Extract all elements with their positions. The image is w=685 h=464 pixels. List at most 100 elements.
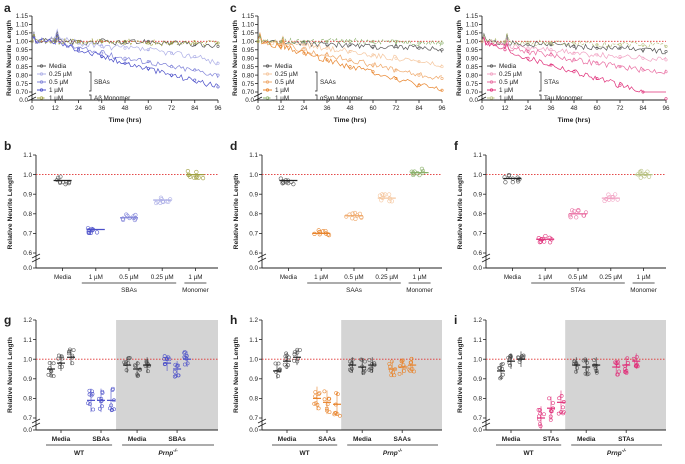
y-tick-label: 0.7 (23, 415, 32, 422)
series-point (371, 70, 375, 74)
y-tick-label: 0.9 (473, 376, 482, 383)
data-point (47, 366, 52, 370)
data-point (185, 361, 190, 366)
series-point (216, 61, 220, 65)
series-point (348, 65, 352, 69)
legend-group-label: αSyn Monomer (320, 95, 363, 102)
y-tick-label: 1.1 (473, 337, 482, 344)
x-tick-label: 36 (547, 105, 555, 112)
series-point (325, 43, 329, 47)
series-point (77, 46, 81, 50)
y-tick-label: 0.8 (249, 211, 258, 218)
series-point (417, 60, 421, 64)
series-point (256, 39, 260, 43)
x-tick-label: Media (280, 274, 298, 281)
data-point (510, 180, 515, 185)
data-point (124, 360, 128, 365)
y-tick-label: 0.9 (23, 191, 32, 198)
series-point (618, 65, 622, 69)
series-point (371, 53, 375, 57)
data-point (292, 350, 297, 355)
series-point (216, 44, 220, 48)
x-tick-label: 0 (30, 105, 34, 112)
data-point (108, 406, 112, 411)
data-point (122, 360, 127, 365)
data-point (100, 404, 104, 409)
legend-marker (489, 64, 494, 68)
data-point (86, 401, 90, 406)
legend-bracket (89, 71, 92, 92)
data-point (316, 406, 321, 411)
series-point (595, 76, 599, 80)
x-tick-label: 96 (438, 105, 446, 112)
data-point (367, 358, 372, 362)
data-point (638, 175, 643, 180)
data-point (66, 180, 72, 186)
data-point (337, 413, 342, 418)
legend-label: 0.25 µM (499, 71, 522, 78)
data-point (583, 357, 588, 362)
x-tick-label: 0.5 µM (568, 274, 587, 281)
legend-marker (265, 80, 270, 84)
data-point (325, 232, 331, 237)
y-tick-label: 0.85 (466, 64, 479, 71)
x-tick-label: 1 µM (188, 274, 202, 281)
x-tick-label: 60 (593, 105, 601, 112)
data-point (568, 214, 573, 220)
data-point (549, 409, 554, 414)
data-point (94, 230, 100, 235)
series-point (440, 41, 444, 45)
x-tick-label: 0 (256, 105, 260, 112)
data-point (557, 396, 562, 401)
y-tick-label: 0.0 (473, 265, 482, 272)
x-tick-label: 84 (639, 105, 647, 112)
data-point (135, 361, 140, 366)
group-label: STAs (571, 287, 586, 294)
x-tick-label: 0.25 µM (151, 274, 174, 281)
x-tick-label: 0.25 µM (375, 274, 398, 281)
panel-letter: d (230, 139, 237, 153)
x-tick-label: STAs (543, 436, 560, 443)
panel-c: c 0.00.700.75 0.800.85 0.900.951.00 1.051.10… (230, 1, 446, 124)
data-point (556, 411, 561, 416)
panel-g: g 0.0 0.7 0.8 0.9 1.0 1.1 1.2 Relative Neurite L… (4, 313, 218, 457)
y-tick-label: 0.9 (249, 376, 258, 383)
y-tick-label: 1.2 (23, 317, 32, 324)
y-tick-label: 0.70 (16, 89, 29, 96)
series-line (481, 36, 667, 62)
series-point (595, 61, 599, 65)
data-point (508, 353, 513, 358)
panel-h: h 0.0 0.7 0.8 0.9 1.0 1.1 1.2 Relative Neurite L… (230, 313, 442, 457)
y-tick-label: 0.75 (242, 81, 255, 88)
y-tick-label: 1.10 (242, 22, 255, 29)
series-point (417, 46, 421, 50)
x-tick-label: 24 (75, 105, 83, 112)
data-point (387, 192, 392, 197)
series-point (394, 76, 398, 80)
y-tick-label: 0.90 (466, 55, 479, 62)
data-point (51, 374, 56, 379)
data-point (334, 391, 339, 395)
data-point (273, 361, 278, 366)
genotype-wt-label: WT (74, 450, 84, 457)
legend-label: 1 µM (499, 95, 513, 102)
y-tick-label: 1.0 (473, 356, 482, 363)
legend-label: 0.25 µM (275, 71, 298, 78)
y-tick-label: 0.7 (473, 231, 482, 238)
data-point (145, 363, 150, 368)
data-point (164, 357, 169, 362)
x-tick-label: 1 µM (314, 274, 328, 281)
legend-label: Media (49, 63, 67, 70)
y-axis-title: Relative Neurite Length (233, 337, 240, 413)
data-point (276, 361, 281, 366)
data-point (536, 407, 541, 412)
series-point (549, 53, 553, 57)
series-line (31, 30, 219, 49)
x-tick-label: 36 (98, 105, 106, 112)
series-point (123, 61, 127, 65)
legend-label: 1 µM (275, 95, 289, 102)
data-point (59, 354, 64, 359)
data-point (276, 374, 280, 378)
legend-marker (265, 64, 270, 68)
panel-e: e 0.00.700.75 0.800.85 0.900.951.00 1.051.10… (454, 1, 670, 124)
